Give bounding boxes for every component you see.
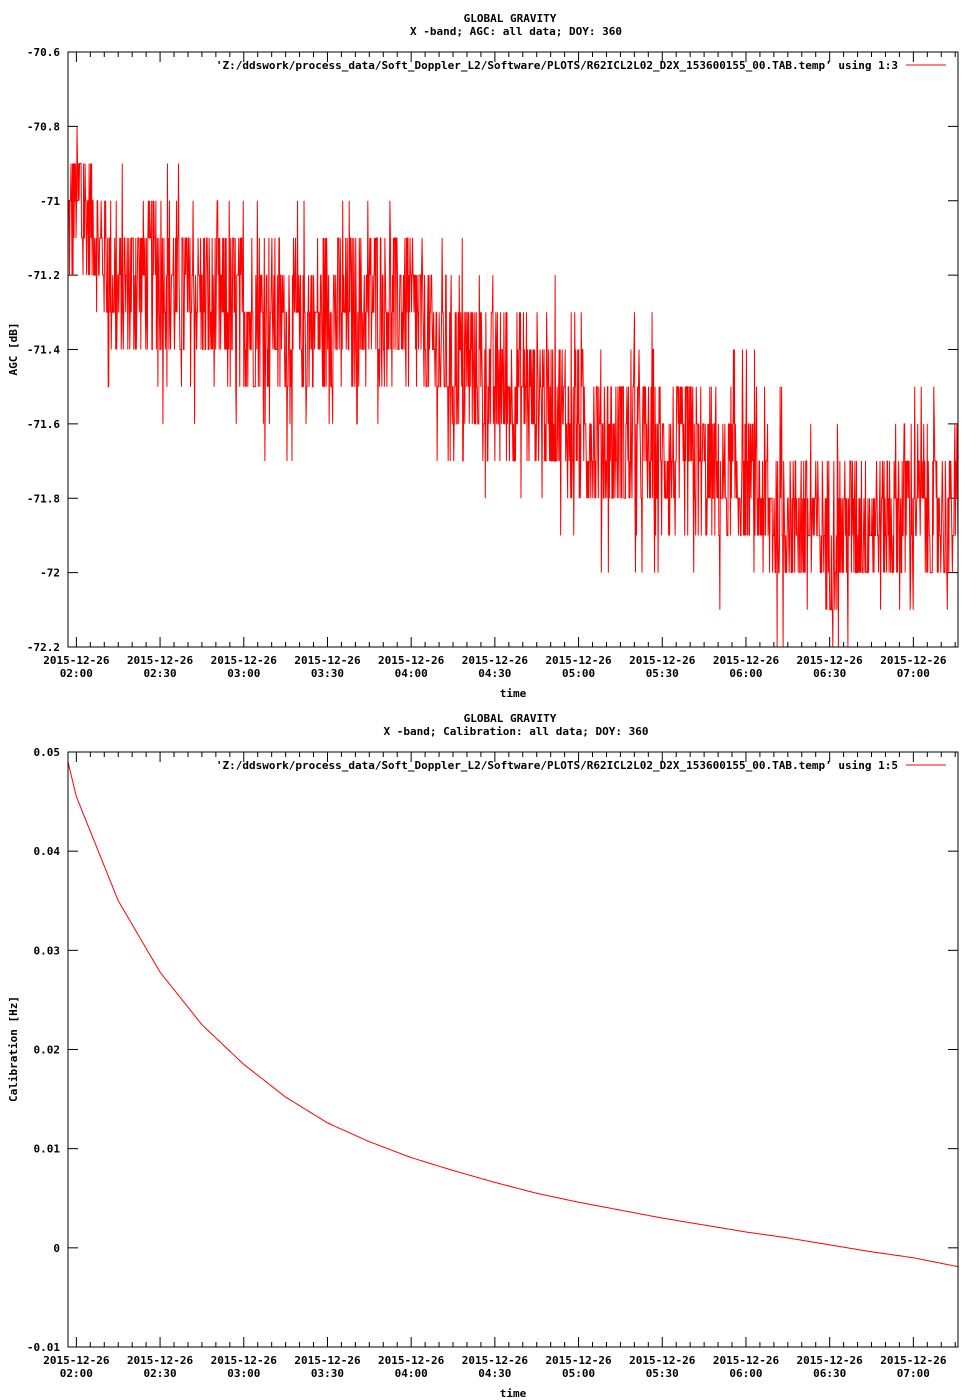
agc-chart-plot-frame [67,51,959,648]
agc-chart-x-tick-label-time: 04:30 [478,667,511,680]
agc-chart-y-tick-label: -71.8 [27,492,60,505]
calibration-chart-y-tick-label: 0.01 [34,1143,61,1156]
calibration-chart-x-tick-label-date: 2015-12-26 [880,1354,947,1367]
agc-chart-x-axis-label: time [500,687,527,700]
agc-chart-series-line [68,126,959,648]
calibration-chart-y-tick-label: -0.01 [27,1341,60,1354]
agc-chart-x-tick-label-date: 2015-12-26 [797,654,864,667]
calibration-chart-legend-label: 'Z:/ddswork/process_data/Soft_Doppler_L2… [216,759,898,772]
agc-chart-x-tick-label-date: 2015-12-26 [294,654,361,667]
agc-chart-x-tick-label-time: 07:00 [897,667,930,680]
calibration-chart-x-tick-label-time: 03:00 [227,1367,260,1380]
calibration-chart-x-tick-label-date: 2015-12-26 [127,1354,194,1367]
agc-chart-x-tick-label-time: 02:30 [144,667,177,680]
calibration-chart-y-tick-label: 0.03 [34,944,61,957]
calibration-chart-x-tick-label-time: 05:00 [562,1367,595,1380]
calibration-chart-x-axis-label: time [500,1387,527,1400]
agc-chart-x-tick-label-time: 06:30 [813,667,846,680]
calibration-chart-subtitle: X -band; Calibration: all data; DOY: 360 [384,725,649,738]
agc-chart-x-tick-label-time: 06:00 [729,667,762,680]
agc-chart-x-tick-label-date: 2015-12-26 [211,654,278,667]
calibration-chart-title: GLOBAL GRAVITY [464,712,557,725]
agc-chart-x-tick-label-date: 2015-12-26 [462,654,529,667]
calibration-chart-x-tick-label-date: 2015-12-26 [545,1354,612,1367]
agc-chart-y-tick-label: -71 [40,195,60,208]
calibration-chart-x-tick-label-date: 2015-12-26 [713,1354,780,1367]
agc-chart-y-tick-label: -71.4 [27,344,60,357]
agc-chart-y-tick-label: -71.2 [27,269,60,282]
calibration-chart-x-tick-label-date: 2015-12-26 [378,1354,445,1367]
calibration-chart-x-tick-label-time: 05:30 [646,1367,679,1380]
calibration-chart-y-axis-label: Calibration [Hz] [7,996,20,1102]
calibration-chart-x-tick-label-date: 2015-12-26 [43,1354,110,1367]
agc-chart-x-tick-label-time: 04:00 [395,667,428,680]
calibration-chart-x-tick-label-time: 03:30 [311,1367,344,1380]
calibration-chart-series [67,761,959,1268]
calibration-chart-x-tick-label-time: 04:30 [478,1367,511,1380]
calibration-chart-x-tick-label-time: 06:00 [729,1367,762,1380]
calibration-chart-x-tick-label-date: 2015-12-26 [797,1354,864,1367]
agc-chart-legend-label: 'Z:/ddswork/process_data/Soft_Doppler_L2… [216,59,898,72]
agc-chart-ticks: -70.6 -70.8 -71 -71.2 -71.4 -71.6 -71.8 -72 -72.… [27,46,958,680]
calibration-chart-x-tick-label-time: 02:30 [144,1367,177,1380]
agc-chart-x-tick-label-date: 2015-12-26 [629,654,696,667]
agc-chart-y-tick-label: -70.8 [27,120,60,133]
agc-chart-x-tick-label-time: 03:00 [227,667,260,680]
agc-chart-x-tick-label-time: 05:00 [562,667,595,680]
calibration-chart-x-tick-label-time: 04:00 [395,1367,428,1380]
calibration-chart-x-tick-label-time: 07:00 [897,1367,930,1380]
calibration-chart-plot-frame [67,751,959,1348]
calibration-chart-x-tick-label-date: 2015-12-26 [294,1354,361,1367]
agc-chart: GLOBAL GRAVITY X -band; AGC: all data; D… [7,12,959,700]
agc-chart-y-tick-label: -70.6 [27,46,60,59]
agc-chart-x-tick-label-date: 2015-12-26 [43,654,110,667]
calibration-chart-x-tick-label-time: 02:00 [60,1367,93,1380]
calibration-chart-ticks: 0.050.040.030.020.010-0.012015-12-2602:0… [27,746,958,1380]
calibration-chart: GLOBAL GRAVITY X -band; Calibration: all… [7,712,959,1400]
calibration-chart-x-tick-label-date: 2015-12-26 [462,1354,529,1367]
agc-chart-subtitle: X -band; AGC: all data; DOY: 360 [410,25,622,38]
agc-chart-x-tick-label-date: 2015-12-26 [880,654,947,667]
agc-chart-title: GLOBAL GRAVITY [464,12,557,25]
agc-chart-y-axis-label: AGC [dB] [7,323,20,376]
agc-chart-x-tick-label-time: 02:00 [60,667,93,680]
agc-chart-x-tick-label-time: 03:30 [311,667,344,680]
agc-chart-x-tick-label-time: 05:30 [646,667,679,680]
calibration-chart-x-tick-label-time: 06:30 [813,1367,846,1380]
agc-chart-x-tick-label-date: 2015-12-26 [545,654,612,667]
agc-chart-y-tick-label: -72 [40,567,60,580]
calibration-chart-y-tick-label: 0.05 [34,746,61,759]
calibration-chart-y-tick-label: 0 [53,1242,60,1255]
agc-chart-y-tick-label: -72.2 [27,641,60,654]
agc-chart-series [68,126,959,648]
agc-chart-x-tick-label-date: 2015-12-26 [127,654,194,667]
agc-chart-x-tick-label-date: 2015-12-26 [378,654,445,667]
calibration-chart-x-tick-label-date: 2015-12-26 [211,1354,278,1367]
calibration-chart-y-tick-label: 0.04 [34,845,61,858]
calibration-chart-y-tick-label: 0.02 [34,1044,61,1057]
agc-chart-x-tick-label-date: 2015-12-26 [713,654,780,667]
calibration-chart-series-line [67,761,959,1268]
agc-chart-y-tick-label: -71.6 [27,418,60,431]
calibration-chart-x-tick-label-date: 2015-12-26 [629,1354,696,1367]
